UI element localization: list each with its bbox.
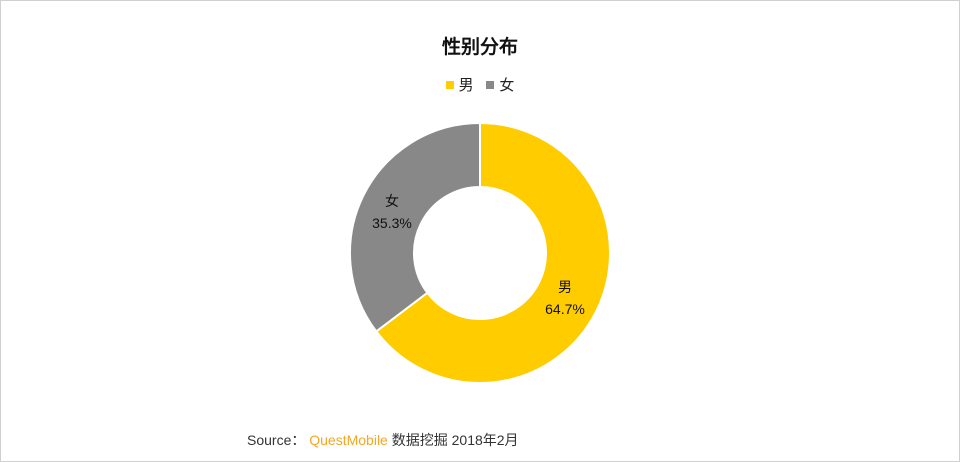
source-note: Source： QuestMobile 数据挖掘 2018年2月 bbox=[247, 430, 519, 450]
data-label-male-value: 64.7% bbox=[545, 301, 585, 317]
legend-item-male[interactable]: 男 bbox=[445, 74, 474, 95]
data-label-male: 男 64.7% bbox=[525, 276, 605, 320]
data-label-female: 女 35.3% bbox=[352, 190, 432, 234]
source-suffix: 数据挖掘 2018年2月 bbox=[391, 432, 519, 448]
chart-legend: 男 女 bbox=[0, 74, 960, 95]
legend-swatch-male bbox=[445, 80, 454, 89]
data-label-female-value: 35.3% bbox=[372, 215, 412, 231]
donut-slice-male[interactable] bbox=[374, 121, 611, 384]
legend-label-male: 男 bbox=[458, 76, 474, 94]
donut-slice-female[interactable] bbox=[349, 121, 481, 333]
legend-item-female[interactable]: 女 bbox=[486, 74, 514, 95]
data-label-female-name: 女 bbox=[385, 193, 399, 209]
source-brand: QuestMobile bbox=[309, 432, 388, 448]
chart-title: 性别分布 bbox=[441, 36, 518, 58]
source-prefix: Source： bbox=[247, 432, 306, 448]
legend-swatch-female bbox=[486, 80, 495, 89]
legend-label-female: 女 bbox=[499, 76, 515, 94]
data-label-male-name: 男 bbox=[558, 279, 572, 295]
